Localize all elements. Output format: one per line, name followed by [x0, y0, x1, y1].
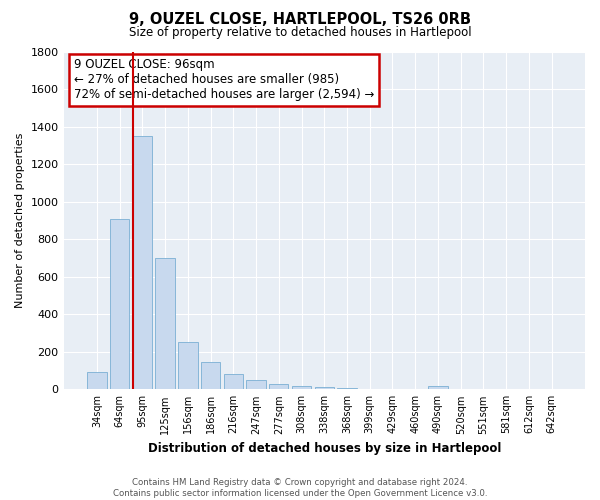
Bar — [360, 388, 379, 390]
Bar — [247, 380, 266, 390]
Bar — [269, 384, 289, 390]
Bar — [314, 388, 334, 390]
Text: Size of property relative to detached houses in Hartlepool: Size of property relative to detached ho… — [128, 26, 472, 39]
Bar — [87, 372, 107, 390]
Bar — [201, 362, 220, 390]
Text: Contains HM Land Registry data © Crown copyright and database right 2024.
Contai: Contains HM Land Registry data © Crown c… — [113, 478, 487, 498]
Bar — [337, 388, 356, 390]
Text: 9 OUZEL CLOSE: 96sqm
← 27% of detached houses are smaller (985)
72% of semi-deta: 9 OUZEL CLOSE: 96sqm ← 27% of detached h… — [74, 58, 374, 102]
Bar — [428, 386, 448, 390]
Bar — [155, 258, 175, 390]
Bar — [292, 386, 311, 390]
Bar — [133, 136, 152, 390]
Y-axis label: Number of detached properties: Number of detached properties — [15, 132, 25, 308]
Bar — [224, 374, 243, 390]
Bar — [110, 218, 130, 390]
Text: 9, OUZEL CLOSE, HARTLEPOOL, TS26 0RB: 9, OUZEL CLOSE, HARTLEPOOL, TS26 0RB — [129, 12, 471, 28]
Bar — [178, 342, 197, 390]
X-axis label: Distribution of detached houses by size in Hartlepool: Distribution of detached houses by size … — [148, 442, 501, 455]
